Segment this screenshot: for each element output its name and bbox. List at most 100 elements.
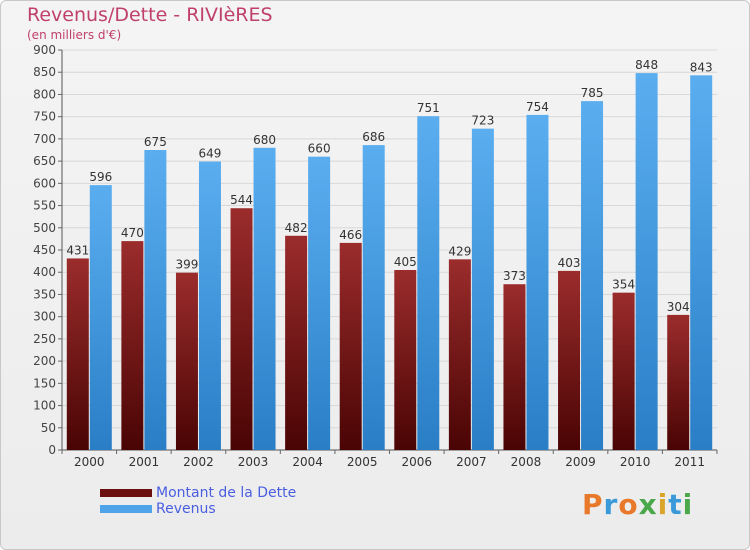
x-axis-ticks: 2000 2001 2002 2003 2004 2005 2006 2007 2008 2009… [61,450,718,469]
bar-revenue [471,128,494,450]
legend: Montant de la Dette Revenus [100,485,296,517]
bar-revenue [89,185,112,450]
y-tick-label: 850 [33,65,56,79]
data-label-debt: 304 [667,300,690,314]
proxiti-logo: Proxiti [582,488,693,521]
bar-debt [230,208,253,450]
bar-revenue [581,101,604,450]
x-tick-label: 2009 [565,455,596,469]
data-label-debt: 405 [394,255,417,269]
bar-revenue [144,150,167,450]
bar-revenue [417,116,440,450]
legend-swatch-revenue [100,505,152,513]
data-label-debt: 482 [285,221,308,235]
y-tick-label: 650 [33,154,56,168]
y-tick-label: 150 [33,376,56,390]
y-tick-label: 50 [41,421,56,435]
x-tick-label: 2000 [74,455,105,469]
y-tick-label: 750 [33,110,56,124]
x-tick-label: 2003 [238,455,269,469]
y-tick-label: 500 [33,221,56,235]
bar-debt [66,258,89,450]
legend-swatch-debt [100,489,152,497]
chart-subtitle: (en milliers d'€) [27,28,122,42]
logo-letter: P [582,488,604,521]
logo-letter: o [618,488,639,521]
y-tick-label: 0 [48,443,56,457]
bar-debt [339,242,362,450]
chart-title: Revenus/Dette - RIVIèRES [27,4,273,26]
bar-debt [175,272,198,450]
x-tick-label: 2006 [402,455,433,469]
data-label-revenue: 754 [526,100,549,114]
bar-revenue [635,73,658,450]
data-label-debt: 470 [121,226,144,240]
y-tick-label: 300 [33,310,56,324]
x-tick-label: 2005 [347,455,378,469]
data-label-revenue: 680 [253,133,276,147]
bar-debt [503,284,526,450]
y-tick-label: 700 [33,132,56,146]
data-labels: 431 596 470 675 399 649 544 680 482 660 466 686 405 7… [66,58,712,314]
data-label-debt: 399 [176,258,199,272]
x-tick-label: 2002 [183,455,214,469]
data-label-revenue: 751 [417,101,440,115]
y-tick-label: 550 [33,199,56,213]
x-tick-label: 2008 [511,455,542,469]
bars [66,73,713,451]
y-tick-label: 800 [33,87,56,101]
x-tick-label: 2001 [129,455,160,469]
data-label-revenue: 848 [635,58,658,72]
data-label-debt: 431 [66,243,89,257]
legend-label-debt: Montant de la Dette [156,485,297,501]
bar-debt [667,314,690,450]
data-label-debt: 403 [558,256,581,270]
y-axis-ticks: 0 50 100 150 200 250 300 350 400 450 500 550 600 650 7… [33,43,62,457]
data-label-revenue: 675 [144,135,167,149]
data-label-revenue: 785 [581,86,604,100]
y-tick-label: 250 [33,332,56,346]
legend-item-debt: Montant de la Dette [100,485,296,501]
bar-debt [612,292,635,450]
x-tick-label: 2007 [456,455,487,469]
legend-item-revenue: Revenus [100,501,296,517]
bar-debt [121,241,144,450]
y-tick-label: 350 [33,287,56,301]
y-tick-label: 200 [33,354,56,368]
bar-revenue [526,114,549,450]
data-label-revenue: 723 [471,114,494,128]
data-label-debt: 466 [339,228,362,242]
data-label-revenue: 649 [199,147,222,161]
data-label-debt: 373 [503,269,526,283]
y-tick-label: 450 [33,243,56,257]
data-label-debt: 354 [612,278,635,292]
y-tick-label: 600 [33,176,56,190]
x-tick-label: 2011 [674,455,705,469]
bar-revenue [198,161,221,451]
bar-revenue [308,156,331,450]
data-label-revenue: 843 [690,60,713,74]
y-tick-label: 100 [33,399,56,413]
data-label-revenue: 596 [89,170,112,184]
x-tick-label: 2004 [292,455,323,469]
y-tick-label: 400 [33,265,56,279]
data-label-debt: 429 [448,244,471,258]
logo-letter: i [682,488,694,521]
data-label-debt: 544 [230,193,253,207]
bar-debt [558,270,581,450]
grid-lines [61,49,717,451]
bar-debt [394,270,417,450]
bar-revenue [690,75,713,450]
legend-label-revenue: Revenus [156,501,216,517]
data-label-revenue: 686 [362,130,385,144]
y-tick-label: 900 [33,43,56,57]
bar-debt [285,235,308,450]
logo-letter: i [657,488,669,521]
bar-revenue [362,145,385,450]
x-tick-label: 2010 [620,455,651,469]
data-label-revenue: 660 [308,142,331,156]
logo-letter: x [638,488,658,521]
logo-letter: r [603,488,619,521]
bar-debt [448,259,471,450]
